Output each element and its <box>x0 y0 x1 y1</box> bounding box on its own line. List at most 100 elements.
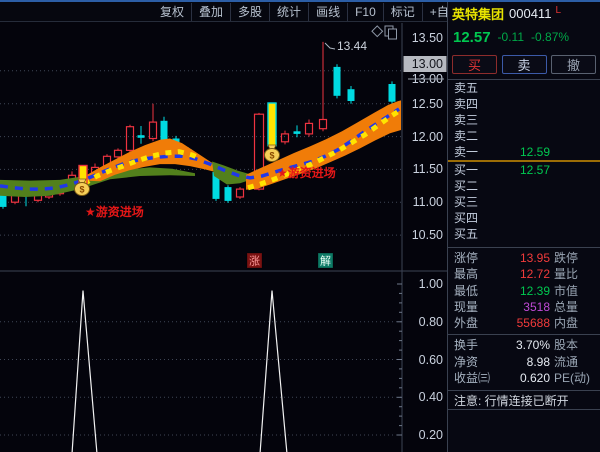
candle-up <box>304 122 314 135</box>
menu-item-multi-stock[interactable]: 多股 <box>231 2 271 21</box>
quote-panel: 英特集团 000411 L 12.57 -0.11 -0.87% 买卖撤 卖五卖… <box>447 2 600 452</box>
stat-row-turnover: 换手 3.70% 股本 <box>448 337 600 353</box>
signal-candle <box>267 102 277 147</box>
ask-price <box>490 80 600 96</box>
last-price: 12.57 <box>453 28 491 46</box>
bid-label: 买一 <box>454 163 479 177</box>
stat-label-2: 市值 <box>554 283 579 298</box>
indicator-spike <box>71 290 98 452</box>
stat-label: 收益㈢ <box>454 371 491 386</box>
yellow-ma-line-1 <box>82 149 201 187</box>
candle-up <box>280 133 290 143</box>
ask-row-4[interactable]: 卖四 <box>448 96 600 112</box>
notice-text: 注意: 行情连接已断开 <box>454 394 569 409</box>
blue-ma-line <box>0 107 400 191</box>
stat-label-2: 总量 <box>554 299 579 314</box>
axis-label: 0.20 <box>419 428 443 442</box>
axis-label: 0.40 <box>419 390 443 404</box>
axis-label: 0.60 <box>419 353 443 367</box>
ask-price <box>490 112 600 128</box>
candle-up <box>235 188 245 198</box>
price-change-pct: -0.87% <box>531 30 570 44</box>
bid-row-2[interactable]: 买二 <box>448 178 600 194</box>
stock-chart[interactable]: ★游资进场★游资进场 $ $13.44 涨 解13.5013.0013.0012… <box>0 22 447 452</box>
stat-label-2: 流通 <box>554 354 579 369</box>
svg-text:涨: 涨 <box>249 255 260 268</box>
stock-code: 000411 <box>509 5 552 21</box>
bid-price <box>490 226 600 242</box>
trade-buttons: 买卖撤 <box>448 50 600 79</box>
stat-label: 换手 <box>454 338 479 353</box>
stock-name: 英特集团 <box>452 6 505 22</box>
ask-label: 卖五 <box>454 81 479 95</box>
axis-label: 12.00 <box>412 130 443 144</box>
buy-button[interactable]: 买 <box>452 55 497 74</box>
divider <box>448 334 600 336</box>
bid-row-4[interactable]: 买四 <box>448 210 600 226</box>
candle-down <box>212 172 220 199</box>
stat-label: 净资 <box>454 354 479 369</box>
candle-down <box>0 189 7 207</box>
stat-value: 8.98 <box>526 354 550 369</box>
candle-down <box>333 66 341 96</box>
stat-row-net-asset: 净资 8.98 流通 <box>448 354 600 370</box>
stats-block-1: 涨停 13.95 跌停 最高 12.72 量比 最低 12.39 市值 现量 3518 总量 外盘 556… <box>448 250 600 331</box>
stat-value: 12.72 <box>519 267 550 282</box>
axis-label: 10.50 <box>412 228 443 242</box>
candle-down <box>224 187 232 201</box>
yellow-ma-line-2 <box>247 108 402 191</box>
axis-label: 12.50 <box>412 97 443 111</box>
limit-up-badge[interactable]: 涨 <box>246 252 263 269</box>
bid-row-5[interactable]: 买五 <box>448 226 600 242</box>
bid-row-3[interactable]: 买三 <box>448 194 600 210</box>
ask-row-2[interactable]: 卖二 <box>448 128 600 144</box>
menu-item-draw-line[interactable]: 画线 <box>309 2 349 21</box>
candle-down <box>160 120 168 142</box>
stat-label: 现量 <box>454 299 479 314</box>
axis-label: 0.80 <box>419 315 443 329</box>
ask-row-3[interactable]: 卖三 <box>448 112 600 128</box>
stat-label: 最低 <box>454 283 479 298</box>
stat-label-2: PE(动) <box>554 371 591 386</box>
new-window-icon[interactable] <box>384 25 397 40</box>
stat-label: 外盘 <box>454 316 479 331</box>
ask-row-1[interactable]: 卖一 12.59 <box>448 144 600 160</box>
stats-block-2: 换手 3.70% 股本 净资 8.98 流通 收益㈢ 0.620 PE(动) <box>448 337 600 386</box>
ask-levels: 卖五 卖四 卖三 卖二 卖一 12.59 <box>448 80 600 160</box>
stat-label-2: 股本 <box>554 338 579 353</box>
axis-label: 1.00 <box>419 277 443 291</box>
unlock-badge[interactable]: 解 <box>317 252 334 269</box>
stat-row-high: 最高 12.72 量比 <box>448 266 600 282</box>
bid-row-1[interactable]: 买一 12.57 <box>448 162 600 178</box>
stat-row-outer-vol: 外盘 55688 内盘 <box>448 315 600 331</box>
menu-item-mark[interactable]: 标记 <box>384 2 423 21</box>
bid-price <box>490 210 600 226</box>
sell-button[interactable]: 卖 <box>501 55 547 74</box>
candle-up <box>318 118 328 130</box>
price-tag: 13.00 <box>412 57 443 71</box>
cancel-button[interactable]: 撤 <box>551 55 596 74</box>
svg-text:解: 解 <box>320 254 331 268</box>
orange-band-2 <box>246 100 401 190</box>
connection-notice: 注意: 行情连接已断开 <box>448 390 600 411</box>
divider <box>448 79 600 80</box>
ask-row-5[interactable]: 卖五 <box>448 80 600 96</box>
diamond-icon[interactable] <box>371 25 384 38</box>
svg-text:$: $ <box>79 185 84 195</box>
stat-label-2: 内盘 <box>554 316 579 331</box>
candle-down <box>388 84 396 102</box>
price-tag-box <box>403 56 447 72</box>
ask-label: 卖二 <box>454 129 479 143</box>
menu-item-f10[interactable]: F10 <box>348 2 384 21</box>
bid-levels: 买一 12.57 买二 买三 买四 买五 <box>448 162 600 242</box>
axis-label: 13.50 <box>412 31 443 45</box>
candle-up <box>148 121 158 140</box>
menu-item-overlay[interactable]: 叠加 <box>192 2 232 21</box>
menu-item-restore-rights[interactable]: 复权 <box>153 2 193 21</box>
menu-item-statistics[interactable]: 统计 <box>270 2 310 21</box>
ask-price <box>490 96 600 112</box>
bid-price: 12.57 <box>519 163 550 177</box>
bid-price <box>490 194 600 210</box>
